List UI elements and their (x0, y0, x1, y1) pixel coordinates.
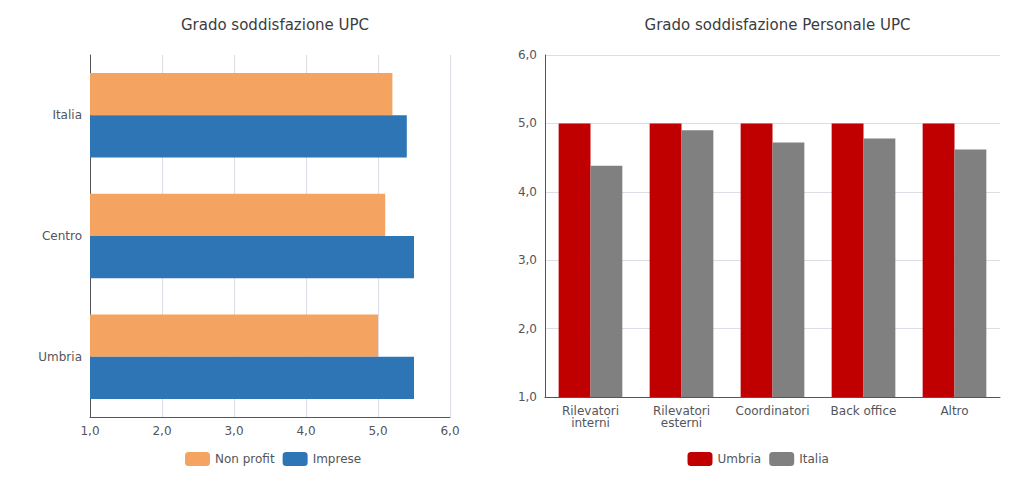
svg-text:3,0: 3,0 (518, 253, 537, 267)
svg-text:5,0: 5,0 (518, 116, 537, 130)
svg-text:Italia: Italia (799, 452, 829, 466)
svg-text:Imprese: Imprese (313, 452, 362, 466)
svg-text:6,0: 6,0 (440, 424, 459, 438)
svg-text:Rilevatori: Rilevatori (561, 404, 620, 418)
svg-text:6,0: 6,0 (518, 48, 537, 62)
svg-text:Italia: Italia (52, 108, 82, 122)
svg-text:Rilevatori: Rilevatori (652, 404, 711, 418)
svg-text:Grado soddisfazione Personale: Grado soddisfazione Personale UPC (645, 16, 911, 34)
svg-text:esterni: esterni (661, 416, 702, 430)
svg-text:4,0: 4,0 (296, 424, 315, 438)
svg-text:1,0: 1,0 (80, 424, 99, 438)
svg-text:2,0: 2,0 (152, 424, 171, 438)
svg-text:3,0: 3,0 (224, 424, 243, 438)
svg-text:2,0: 2,0 (518, 322, 537, 336)
svg-text:4,0: 4,0 (518, 185, 537, 199)
svg-text:Grado soddisfazione UPC: Grado soddisfazione UPC (181, 16, 369, 34)
svg-text:Altro: Altro (940, 404, 968, 418)
svg-text:Non profit: Non profit (215, 452, 275, 466)
svg-text:Back office: Back office (831, 404, 897, 418)
svg-text:Centro: Centro (42, 229, 82, 243)
svg-text:interni: interni (571, 416, 610, 430)
svg-text:Coordinatori: Coordinatori (735, 404, 809, 418)
svg-text:1,0: 1,0 (518, 390, 537, 404)
svg-text:Umbria: Umbria (38, 350, 82, 364)
svg-text:5,0: 5,0 (368, 424, 387, 438)
svg-text:Umbria: Umbria (718, 452, 762, 466)
